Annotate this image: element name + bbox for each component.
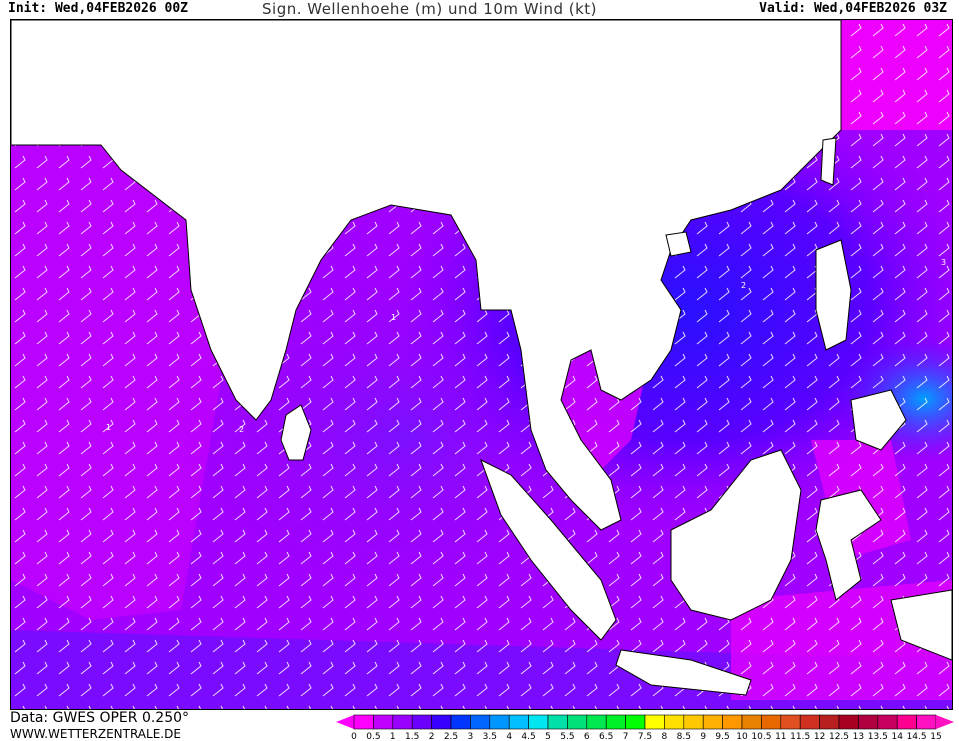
sri-lanka <box>280 404 312 461</box>
legend-tick-label: 12.5 <box>829 732 849 741</box>
legend-tick-label: 2.5 <box>444 732 458 741</box>
website-link[interactable]: WWW.WETTERZENTRALE.DE <box>10 727 181 741</box>
legend-swatch <box>586 714 607 730</box>
legend-tick-label: 3 <box>468 732 474 741</box>
legend-swatch <box>780 714 801 730</box>
wave-height-map: 1 2 2 3 1 <box>10 19 953 710</box>
legend-swatch <box>450 714 471 730</box>
legend-tick-label: 15 <box>930 732 941 741</box>
legend-tick-label: 0 <box>351 732 357 741</box>
legend-swatch <box>741 714 762 730</box>
legend-arrow-high <box>936 715 954 729</box>
legend-swatch <box>838 714 859 730</box>
legend-tick-label: 9 <box>700 732 706 741</box>
legend-tick-label: 14 <box>891 732 903 741</box>
color-legend: 0 0.5 1 1.5 2 2.5 3 3.5 4 4.5 5 5.5 6 6.5 7 7.5 8 8.5 9 9.5… <box>336 714 954 741</box>
mindanao <box>850 389 907 451</box>
borneo <box>670 449 802 621</box>
contour-label: 1 <box>391 313 396 322</box>
legend-tick-label: 9.5 <box>715 732 729 741</box>
chart-title: Sign. Wellenhoehe (m) und 10m Wind (kt) <box>262 0 598 18</box>
sulawesi <box>815 489 882 601</box>
legend-swatch <box>722 714 743 730</box>
legend-swatch <box>411 714 432 730</box>
contour-label: 2 <box>741 281 746 290</box>
legend-swatch <box>761 714 782 730</box>
luzon <box>815 239 852 351</box>
contour-label: 2 <box>239 425 244 434</box>
legend-swatch <box>702 714 723 730</box>
taiwan <box>820 137 837 186</box>
legend-swatch <box>819 714 840 730</box>
legend-swatch <box>683 714 704 730</box>
legend-tick-label: 8 <box>662 732 668 741</box>
asia-mainland <box>11 20 842 531</box>
legend-swatch <box>896 714 917 730</box>
legend-tick-label: 2 <box>429 732 435 741</box>
legend-tick-label: 7 <box>623 732 629 741</box>
legend-swatch <box>916 714 937 730</box>
legend-tick-label: 14.5 <box>907 732 927 741</box>
legend-tick-label: 12 <box>814 732 825 741</box>
java <box>615 649 752 696</box>
legend-swatch <box>625 714 646 730</box>
sumatra <box>480 458 617 641</box>
data-source: Data: GWES OPER 0.250° <box>10 710 190 726</box>
legend-swatch <box>392 714 413 730</box>
legend-swatch <box>470 714 491 730</box>
legend-tick-label: 10 <box>736 732 748 741</box>
legend-swatch <box>858 714 879 730</box>
legend-tick-label: 4.5 <box>521 732 535 741</box>
legend-swatch <box>489 714 510 730</box>
legend-tick-label: 13.5 <box>868 732 888 741</box>
legend-arrow-low <box>336 715 354 729</box>
legend-tick-label: 11 <box>775 732 786 741</box>
valid-time: Valid: Wed,04FEB2026 03Z <box>759 1 947 16</box>
legend-tick-label: 13 <box>853 732 864 741</box>
legend-tick-label: 10.5 <box>751 732 771 741</box>
legend-tick-label: 1 <box>390 732 396 741</box>
legend-swatch <box>373 714 394 730</box>
legend-tick-label: 4 <box>506 732 512 741</box>
legend-tick-label: 6.5 <box>599 732 613 741</box>
legend-swatch <box>877 714 898 730</box>
legend-swatch <box>644 714 665 730</box>
legend-tick-label: 8.5 <box>677 732 691 741</box>
legend-tick-label: 5 <box>545 732 551 741</box>
legend-tick-label: 5.5 <box>560 732 574 741</box>
legend-tick-label: 3.5 <box>483 732 497 741</box>
legend-swatch <box>528 714 549 730</box>
contour-label: 1 <box>106 423 111 432</box>
legend-tick-label: 7.5 <box>638 732 652 741</box>
legend-swatch <box>353 714 374 730</box>
hainan <box>665 231 692 257</box>
legend-swatch <box>799 714 820 730</box>
legend-swatch <box>431 714 452 730</box>
contour-label: 3 <box>941 258 946 267</box>
legend-tick-label: 11.5 <box>790 732 810 741</box>
legend-swatch <box>664 714 685 730</box>
legend-tick-label: 6 <box>584 732 590 741</box>
new-guinea <box>890 589 952 661</box>
legend-swatch <box>508 714 529 730</box>
init-time: Init: Wed,04FEB2026 00Z <box>8 1 189 16</box>
legend-swatch <box>547 714 568 730</box>
legend-swatch <box>567 714 588 730</box>
legend-tick-label: 1.5 <box>405 732 419 741</box>
land <box>11 20 952 696</box>
legend-tick-label: 0.5 <box>366 732 380 741</box>
legend-swatch <box>605 714 626 730</box>
